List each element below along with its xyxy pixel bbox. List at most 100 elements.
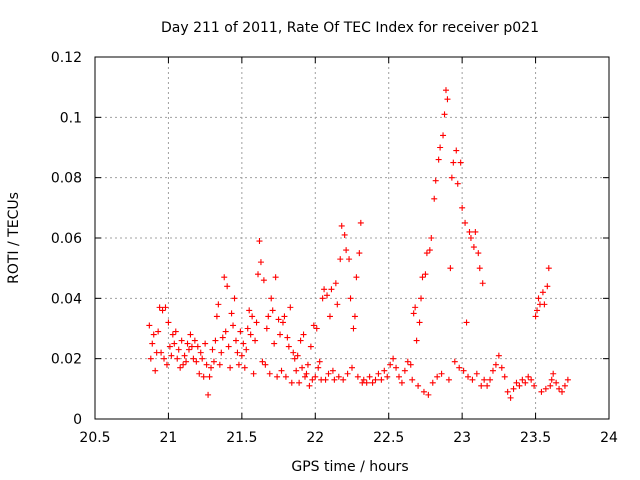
data-point — [213, 313, 220, 320]
data-point — [437, 144, 444, 151]
data-point — [407, 361, 414, 368]
data-point — [205, 391, 212, 398]
data-point — [279, 319, 286, 326]
data-point — [277, 331, 284, 338]
data-point — [285, 343, 292, 350]
data-point — [556, 385, 563, 392]
data-point — [215, 301, 222, 308]
data-points — [146, 87, 571, 401]
data-point — [378, 376, 385, 383]
data-point — [183, 358, 190, 365]
data-point — [331, 376, 338, 383]
data-point — [200, 373, 207, 380]
data-point — [247, 331, 254, 338]
data-point — [188, 343, 195, 350]
data-point — [271, 340, 278, 347]
data-point — [238, 352, 245, 359]
data-point — [147, 355, 154, 362]
data-point — [210, 358, 217, 365]
x-axis-label: GPS time / hours — [291, 459, 408, 475]
data-point — [473, 370, 480, 377]
data-point — [387, 361, 394, 368]
data-point — [222, 328, 229, 335]
data-point — [422, 271, 429, 278]
data-point — [343, 247, 350, 254]
data-point — [531, 382, 538, 389]
data-point — [243, 346, 250, 353]
data-point — [390, 355, 397, 362]
data-point — [372, 376, 379, 383]
data-point — [420, 388, 427, 395]
data-point — [559, 388, 566, 395]
data-point — [510, 385, 517, 392]
data-point — [171, 340, 178, 347]
data-point — [501, 373, 508, 380]
data-point — [155, 328, 162, 335]
data-point — [199, 355, 206, 362]
data-point — [216, 361, 223, 368]
data-point — [237, 328, 244, 335]
data-point — [538, 388, 545, 395]
data-point — [174, 355, 181, 362]
data-point — [149, 340, 156, 347]
data-point — [181, 352, 188, 359]
data-point — [338, 222, 345, 229]
data-point — [459, 204, 466, 211]
data-point — [234, 349, 241, 356]
data-point — [534, 307, 541, 314]
data-point — [313, 325, 320, 332]
data-point — [341, 231, 348, 238]
data-point — [219, 334, 226, 341]
data-point — [413, 337, 420, 344]
data-point — [203, 361, 210, 368]
data-point — [539, 289, 546, 296]
data-point — [453, 147, 460, 154]
data-point — [528, 376, 535, 383]
data-point — [278, 367, 285, 374]
data-point — [184, 340, 191, 347]
y-tick-label: 0.1 — [60, 110, 82, 126]
data-point — [398, 379, 405, 386]
data-point — [256, 238, 263, 245]
data-point — [419, 274, 426, 281]
data-point — [178, 337, 185, 344]
data-point — [228, 310, 235, 317]
data-point — [393, 364, 400, 371]
x-tick-label: 21.5 — [226, 430, 257, 446]
data-point — [287, 304, 294, 311]
data-point — [162, 304, 169, 311]
data-point — [363, 379, 370, 386]
data-point — [297, 337, 304, 344]
data-point — [507, 394, 514, 401]
data-point — [225, 343, 232, 350]
x-tick-label: 22.5 — [373, 430, 404, 446]
data-point — [197, 349, 204, 356]
data-point — [564, 376, 571, 383]
data-point — [334, 301, 341, 308]
data-point — [340, 376, 347, 383]
data-point — [426, 247, 433, 254]
data-point — [257, 259, 264, 266]
data-point — [208, 364, 215, 371]
data-point — [337, 256, 344, 263]
data-point — [423, 250, 430, 257]
y-tick-label: 0 — [73, 412, 82, 428]
data-point — [438, 370, 445, 377]
data-point — [498, 364, 505, 371]
data-point — [347, 295, 354, 302]
data-point — [196, 370, 203, 377]
data-point — [442, 87, 449, 94]
data-point — [325, 370, 332, 377]
data-point — [312, 373, 319, 380]
data-point — [431, 195, 438, 202]
data-point — [381, 367, 388, 374]
data-point — [375, 370, 382, 377]
data-point — [187, 331, 194, 338]
data-point — [335, 373, 342, 380]
data-point — [329, 367, 336, 374]
data-point — [191, 337, 198, 344]
data-point — [166, 343, 173, 350]
y-axis-ticks: 0 0.02 0.04 0.06 0.08 0.1 0.12 — [51, 50, 609, 428]
y-axis-label: ROTI / TECUs — [6, 192, 22, 284]
data-point — [272, 274, 279, 281]
